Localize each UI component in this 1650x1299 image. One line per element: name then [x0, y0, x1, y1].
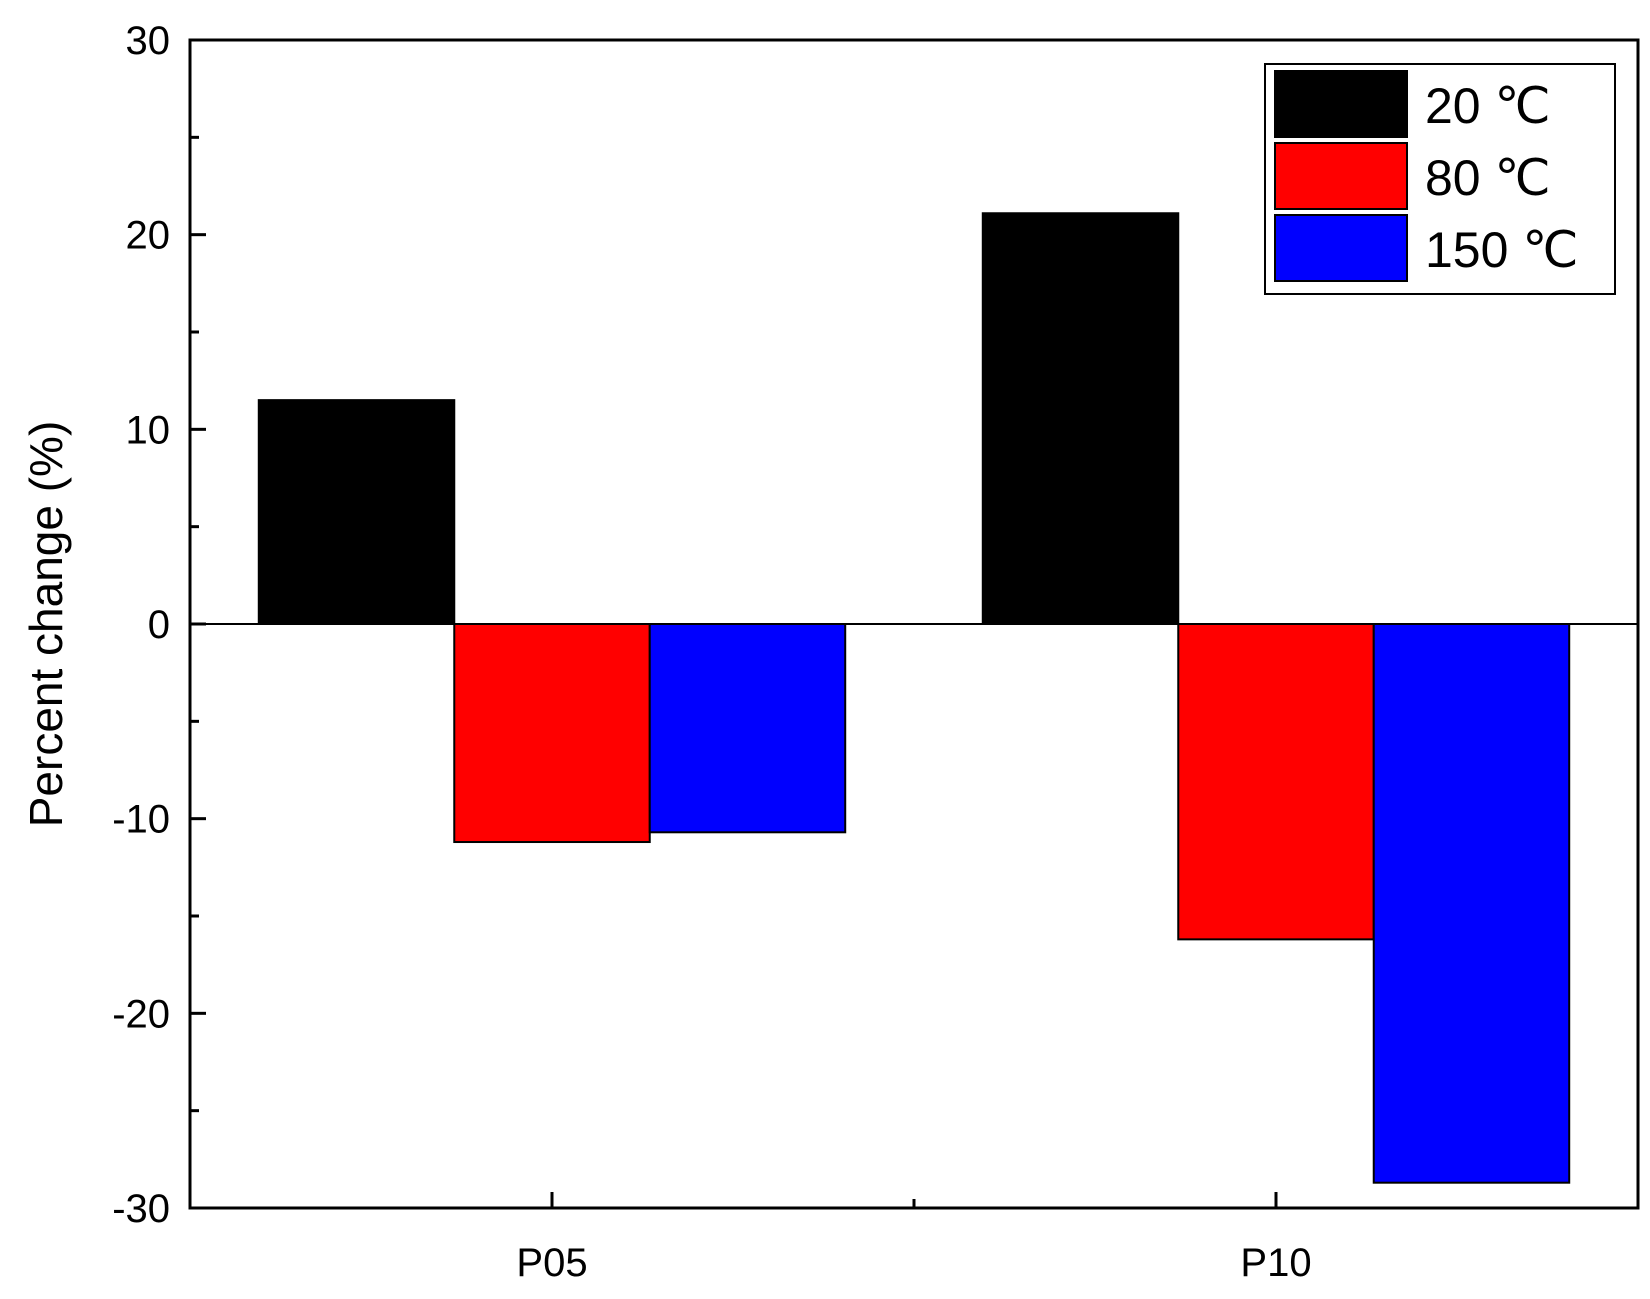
x-axis: P05 P10	[516, 1192, 1312, 1285]
legend: 20 ℃ 80 ℃ 150 ℃	[1264, 63, 1616, 295]
legend-label-1: 80 ℃	[1425, 150, 1551, 206]
y-tick-label: 30	[126, 19, 171, 63]
y-axis-title: Percent change (%)	[20, 421, 72, 828]
y-tick-label: 20	[126, 214, 171, 258]
legend-swatch-1	[1274, 142, 1408, 210]
bar-P10-series-2	[1372, 623, 1571, 1184]
legend-swatch-0	[1274, 70, 1408, 138]
x-tick-label: P05	[516, 1241, 587, 1285]
legend-swatch-2	[1274, 214, 1408, 282]
y-axis: 30 20 10 0 -10 -20 -30	[112, 19, 206, 1231]
x-tick-label: P10	[1240, 1241, 1311, 1285]
y-tick-label: -10	[112, 798, 170, 842]
bar-P05-series-0	[257, 399, 456, 625]
legend-label-2: 150 ℃	[1425, 222, 1578, 278]
y-tick-label: -30	[112, 1187, 170, 1231]
bar-P10-series-0	[981, 212, 1180, 625]
y-tick-label: 10	[126, 408, 171, 452]
bar-P10-series-1	[1177, 623, 1375, 941]
legend-label-0: 20 ℃	[1425, 78, 1551, 134]
bar-P05-series-2	[648, 623, 847, 834]
y-tick-label: -20	[112, 992, 170, 1036]
bar-P05-series-1	[453, 623, 651, 844]
y-tick-label: 0	[148, 603, 170, 647]
bars-layer	[257, 212, 1571, 1184]
